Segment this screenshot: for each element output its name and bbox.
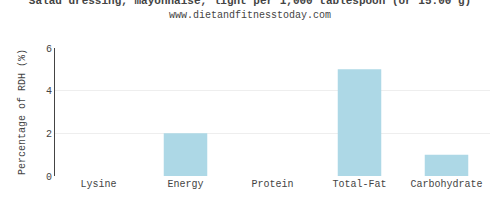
svg-text:Percentage of RDH (%): Percentage of RDH (%)	[17, 49, 28, 175]
svg-text:2: 2	[46, 129, 52, 140]
svg-text:4: 4	[46, 86, 52, 97]
svg-text:Carbohydrate: Carbohydrate	[410, 179, 482, 190]
svg-text:Protein: Protein	[251, 179, 293, 190]
svg-text:0: 0	[46, 172, 52, 183]
svg-text:6: 6	[46, 44, 52, 55]
svg-text:Total-Fat: Total-Fat	[332, 179, 386, 190]
svg-text:Lysine: Lysine	[80, 179, 116, 190]
svg-text:Salad dressing, mayonnaise, li: Salad dressing, mayonnaise, light per 1,…	[29, 0, 471, 21]
svg-text:Energy: Energy	[167, 179, 203, 190]
